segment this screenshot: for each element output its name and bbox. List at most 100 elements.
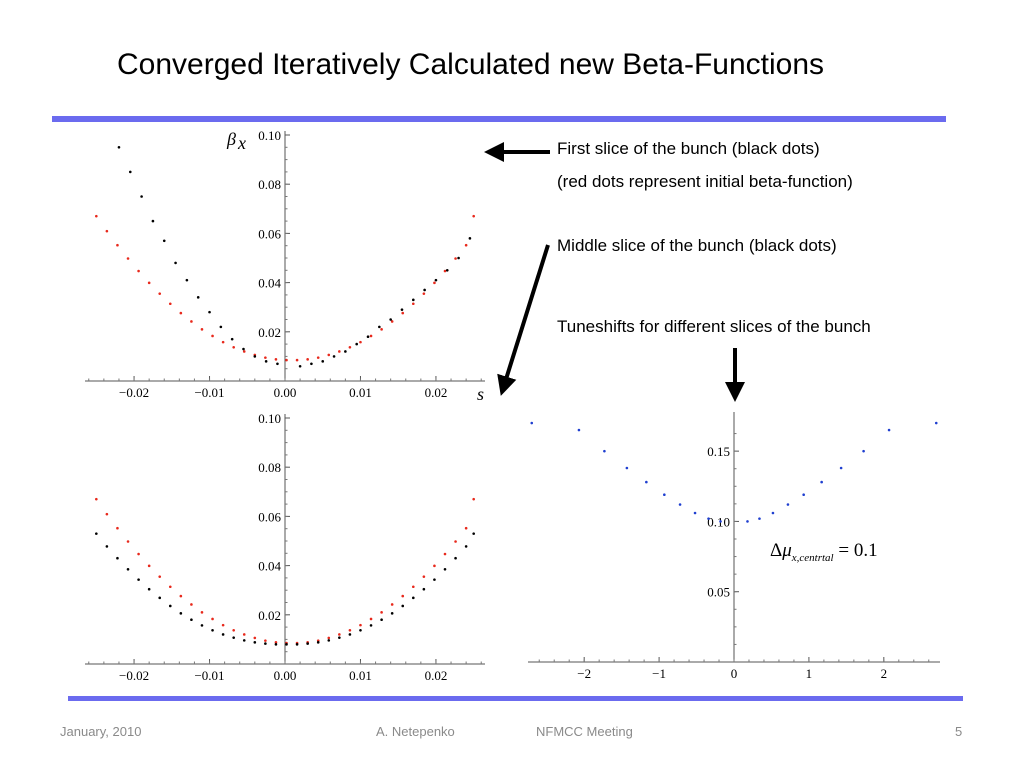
data-point	[820, 480, 823, 484]
beta-plot-middle-slice: −0.02 −0.01 0.00 0.01 0.02 0.02 0.04 0.06 0.08 0.…	[85, 411, 485, 683]
data-point	[380, 618, 383, 622]
data-point	[200, 624, 204, 627]
data-point	[443, 552, 447, 556]
data-point	[105, 545, 109, 548]
formula-mu: μ	[782, 540, 792, 561]
data-point	[105, 512, 109, 516]
data-point	[151, 219, 155, 223]
data-point	[285, 643, 288, 646]
data-point	[401, 311, 405, 315]
data-point	[274, 643, 278, 646]
data-point	[179, 612, 183, 615]
data-point	[274, 641, 278, 644]
data-point	[707, 517, 710, 520]
title-divider	[52, 116, 946, 122]
data-point	[190, 603, 193, 606]
data-point	[316, 641, 320, 644]
y-tick-label: 0.06	[258, 509, 281, 524]
footer-page-number: 5	[955, 724, 963, 739]
data-point	[472, 532, 475, 535]
data-point	[253, 355, 257, 358]
data-point	[390, 320, 394, 323]
note-middle-slice: Middle slice of the bunch (black dots)	[557, 236, 837, 255]
note-first-slice: First slice of the bunch (black dots)	[557, 139, 820, 158]
footer-divider	[68, 696, 963, 701]
data-point	[389, 318, 392, 321]
data-point	[128, 170, 132, 174]
tuneshift-formula: Δμx,centrtal = 0.1	[770, 540, 878, 564]
data-point	[295, 643, 299, 646]
data-point	[242, 639, 246, 642]
data-point	[327, 636, 331, 640]
x-tick-label: 0	[731, 666, 738, 681]
x-tick-label: 0.01	[349, 668, 372, 683]
data-point	[140, 195, 143, 198]
data-point	[412, 302, 415, 306]
data-point	[378, 325, 381, 329]
footer-author: A. Netepenko	[376, 724, 455, 739]
y-axis-label-subscript: x	[237, 133, 246, 153]
data-point	[310, 362, 313, 366]
data-point	[221, 633, 225, 636]
y-tick-label: 0.04	[258, 559, 281, 574]
data-point	[298, 364, 302, 368]
data-point	[758, 517, 761, 520]
data-point	[464, 526, 468, 530]
data-point	[211, 628, 214, 632]
formula-delta: Δ	[770, 540, 783, 561]
x-tick-label: 0.02	[425, 668, 448, 683]
data-point	[464, 545, 468, 548]
data-point	[422, 587, 426, 591]
data-point	[719, 520, 722, 523]
note-tuneshifts: Tuneshifts for different slices of the b…	[557, 317, 871, 336]
x-tick-label: 0.01	[349, 385, 372, 400]
data-point	[174, 261, 177, 265]
data-point	[454, 556, 457, 560]
data-point	[401, 594, 405, 598]
data-point	[344, 350, 347, 353]
data-point	[390, 612, 394, 615]
data-point	[211, 617, 214, 621]
data-point	[208, 310, 211, 314]
data-point	[433, 578, 436, 581]
x-tick-label: −0.01	[194, 385, 224, 400]
y-tick-label: 0.08	[258, 460, 281, 475]
formula-subscript: x,centrtal	[791, 551, 834, 564]
data-point	[276, 362, 279, 366]
x-tick-label: 0.02	[425, 385, 448, 400]
data-point	[190, 618, 193, 622]
data-point	[321, 360, 325, 363]
x-tick-label: −2	[577, 666, 591, 681]
x-tick-label: 0.00	[274, 668, 297, 683]
data-point	[348, 628, 352, 632]
data-point	[116, 243, 119, 247]
y-axis-label: β	[226, 129, 236, 149]
x-tick-label: −0.02	[119, 668, 149, 683]
data-point	[105, 229, 109, 233]
data-point	[603, 449, 606, 453]
data-point	[116, 526, 119, 530]
data-point	[338, 636, 341, 639]
data-point	[168, 585, 172, 589]
data-point	[162, 239, 166, 243]
tuneshift-plot: −2 −1 0 1 2 0.05 0.10 0.15	[528, 412, 940, 681]
data-point	[185, 278, 189, 282]
data-point	[678, 503, 682, 506]
data-point	[232, 636, 235, 639]
data-point	[355, 342, 358, 346]
data-point	[348, 345, 352, 349]
data-point	[137, 552, 140, 556]
data-point	[158, 596, 162, 600]
x-tick-label: 0.00	[274, 385, 297, 400]
data-point	[219, 325, 223, 329]
data-point	[168, 604, 172, 608]
data-point	[434, 278, 438, 282]
data-point	[200, 611, 204, 614]
data-point	[934, 421, 938, 425]
data-point	[454, 257, 457, 260]
data-point	[433, 564, 436, 568]
data-point	[230, 337, 234, 341]
y-tick-label: 0.04	[258, 276, 281, 291]
data-point	[147, 587, 151, 591]
